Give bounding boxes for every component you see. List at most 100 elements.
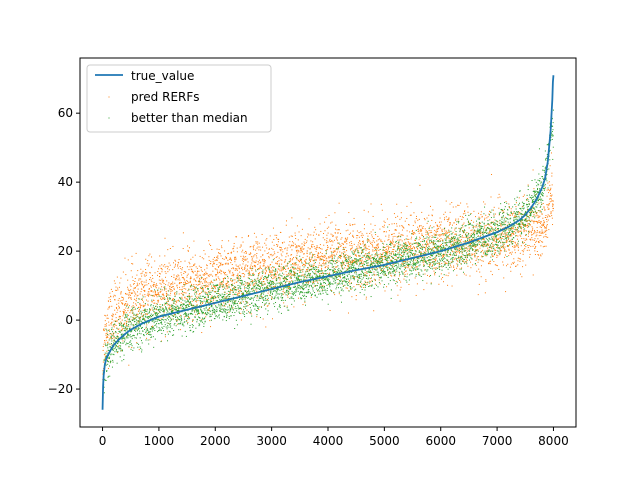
pred-rerfs-point xyxy=(118,305,120,307)
pred-rerfs-point xyxy=(116,276,118,278)
pred-rerfs-point xyxy=(182,292,184,294)
pred-rerfs-point xyxy=(220,282,222,284)
pred-rerfs-point xyxy=(285,224,287,226)
pred-rerfs-point xyxy=(246,283,248,285)
pred-rerfs-point xyxy=(456,251,458,253)
pred-rerfs-point xyxy=(256,290,258,292)
better-than-median-point xyxy=(151,330,153,332)
pred-rerfs-point xyxy=(500,224,502,226)
pred-rerfs-point xyxy=(163,283,165,285)
better-than-median-point xyxy=(147,330,149,332)
pred-rerfs-point xyxy=(400,239,402,241)
pred-rerfs-point xyxy=(512,212,514,214)
pred-rerfs-point xyxy=(447,237,449,239)
pred-rerfs-point xyxy=(505,250,507,252)
pred-rerfs-point xyxy=(278,268,280,270)
pred-rerfs-point xyxy=(364,280,366,282)
pred-rerfs-point xyxy=(551,215,553,217)
better-than-median-point xyxy=(141,326,143,328)
better-than-median-point xyxy=(204,309,206,311)
pred-rerfs-point xyxy=(128,296,130,298)
better-than-median-point xyxy=(146,310,148,312)
pred-rerfs-point xyxy=(455,206,457,208)
pred-rerfs-point xyxy=(122,340,124,342)
better-than-median-point xyxy=(115,332,117,334)
better-than-median-point xyxy=(105,355,107,357)
pred-rerfs-point xyxy=(269,270,271,272)
better-than-median-point xyxy=(206,299,208,301)
better-than-median-point xyxy=(197,310,199,312)
pred-rerfs-point xyxy=(237,294,239,296)
pred-rerfs-point xyxy=(175,275,177,277)
better-than-median-point xyxy=(161,323,163,325)
pred-rerfs-point xyxy=(462,213,464,215)
pred-rerfs-point xyxy=(119,310,121,312)
pred-rerfs-point xyxy=(503,227,505,229)
better-than-median-point xyxy=(195,286,197,288)
pred-rerfs-point xyxy=(242,241,244,243)
pred-rerfs-point xyxy=(357,276,359,278)
pred-rerfs-point xyxy=(362,234,364,236)
better-than-median-point xyxy=(121,333,123,335)
pred-rerfs-point xyxy=(436,228,438,230)
pred-rerfs-point xyxy=(273,266,275,268)
pred-rerfs-point xyxy=(180,329,182,331)
pred-rerfs-point xyxy=(153,299,155,301)
better-than-median-point xyxy=(110,343,112,345)
pred-rerfs-point xyxy=(543,206,545,208)
better-than-median-point xyxy=(206,313,208,315)
pred-rerfs-point xyxy=(389,259,391,261)
pred-rerfs-point xyxy=(315,233,317,235)
pred-rerfs-point xyxy=(261,283,263,285)
pred-rerfs-point xyxy=(219,279,221,281)
pred-rerfs-point xyxy=(246,258,248,260)
pred-rerfs-point xyxy=(541,213,543,215)
better-than-median-point xyxy=(133,347,135,349)
pred-rerfs-point xyxy=(522,195,524,197)
pred-rerfs-point xyxy=(551,175,553,177)
pred-rerfs-point xyxy=(325,265,327,267)
pred-rerfs-point xyxy=(225,258,227,260)
pred-rerfs-point xyxy=(507,236,509,238)
better-than-median-point xyxy=(154,308,156,310)
better-than-median-point xyxy=(130,316,132,318)
pred-rerfs-point xyxy=(132,312,133,314)
pred-rerfs-point xyxy=(412,262,414,264)
pred-rerfs-point xyxy=(173,289,175,291)
pred-rerfs-point xyxy=(541,224,543,226)
better-than-median-point xyxy=(207,309,209,311)
pred-rerfs-point xyxy=(179,288,181,290)
pred-rerfs-point xyxy=(500,225,502,227)
pred-rerfs-point xyxy=(466,248,468,250)
pred-rerfs-point xyxy=(431,259,433,261)
better-than-median-point xyxy=(166,312,168,314)
pred-rerfs-point xyxy=(316,246,318,248)
pred-rerfs-point xyxy=(383,220,385,222)
better-than-median-point xyxy=(124,320,126,322)
pred-rerfs-point xyxy=(325,242,327,244)
better-than-median-point xyxy=(152,328,154,330)
pred-rerfs-point xyxy=(410,248,412,250)
pred-rerfs-point xyxy=(174,259,176,261)
better-than-median-point xyxy=(200,276,202,278)
better-than-median-point xyxy=(187,304,189,306)
pred-rerfs-point xyxy=(163,297,165,299)
pred-rerfs-point xyxy=(320,264,322,266)
pred-rerfs-point xyxy=(173,266,175,268)
better-than-median-point xyxy=(183,325,185,327)
pred-rerfs-point xyxy=(385,251,387,253)
pred-rerfs-point xyxy=(368,252,370,254)
pred-rerfs-point xyxy=(177,267,179,269)
pred-rerfs-point xyxy=(198,274,200,276)
pred-rerfs-point xyxy=(230,259,232,261)
pred-rerfs-point xyxy=(529,231,531,233)
pred-rerfs-point xyxy=(218,252,220,254)
better-than-median-point xyxy=(159,322,161,324)
better-than-median-point xyxy=(178,306,180,308)
pred-rerfs-point xyxy=(371,263,373,265)
pred-rerfs-point xyxy=(345,224,347,225)
better-than-median-point xyxy=(126,316,128,318)
pred-rerfs-point xyxy=(312,265,314,267)
pred-rerfs-point xyxy=(196,305,198,307)
pred-rerfs-point xyxy=(526,239,528,241)
